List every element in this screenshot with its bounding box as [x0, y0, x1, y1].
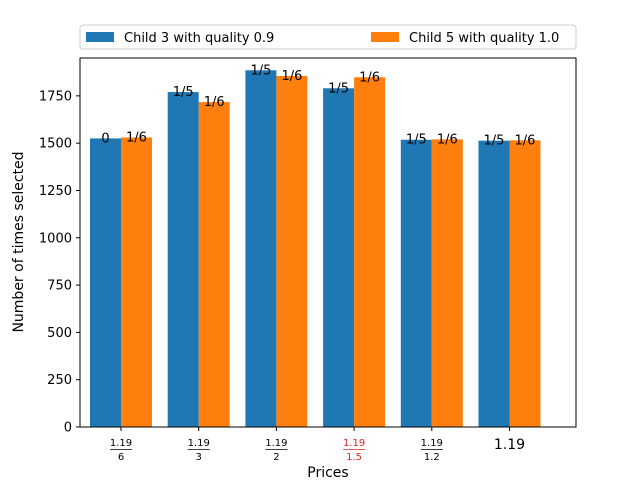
bars-layer: [90, 70, 541, 428]
y-tick-label: 1750: [39, 89, 72, 104]
bar-label-series-1-category-3: 1/5: [250, 63, 271, 78]
legend-label-series-1: Child 3 with quality 0.9: [124, 31, 274, 46]
y-axis-title: Number of times selected: [11, 151, 27, 332]
plot-frame: [79, 57, 577, 428]
x-tick-label-fraction: 1.19 1.5: [343, 438, 365, 463]
bar-label-series-2-category-3: 1/6: [281, 69, 302, 84]
y-axis: 0 250 500 750 1000 1250 1500 1750: [39, 89, 80, 436]
x-tick-label-fraction: 1.19 1.2: [421, 438, 443, 463]
x-tick-numerator: 1.19: [265, 438, 287, 449]
x-tick-denominator: 2: [273, 452, 279, 463]
bar-series-1-category-6: [478, 140, 510, 427]
bar-series-2-category-6: [509, 140, 541, 428]
y-tick-label: 1000: [39, 231, 72, 246]
x-tick-denominator: 1.5: [346, 452, 362, 463]
bar-series-2-category-5: [431, 139, 463, 427]
bar-label-series-1-category-4: 1/5: [328, 81, 349, 96]
y-tick-label: 250: [47, 373, 72, 388]
bar-label-series-1-category-5: 1/5: [406, 133, 427, 148]
x-tick-denominator: 1.2: [424, 452, 440, 463]
bar-series-2-category-1: [121, 137, 152, 427]
x-tick-denominator: 3: [196, 452, 202, 463]
legend-label-series-2: Child 5 with quality 1.0: [409, 31, 559, 46]
y-tick-label: 1250: [39, 184, 72, 199]
y-tick-label: 750: [47, 279, 72, 294]
y-tick-label: 500: [47, 326, 72, 341]
x-tick-numerator: 1.19: [421, 438, 443, 449]
x-tick-numerator: 1.19: [110, 438, 132, 449]
x-tick-label-fraction: 1.19 2: [265, 438, 287, 463]
x-tick-numerator: 1.19: [343, 438, 365, 449]
bar-series-2-category-3: [276, 75, 308, 427]
x-tick-label-fraction: 1.19 3: [188, 438, 210, 463]
x-tick-label: 1.19: [494, 437, 525, 453]
bar-label-series-1-category-6: 1/5: [484, 134, 505, 149]
bar-series-1-category-4: [323, 88, 355, 428]
bar-label-series-2-category-6: 1/6: [515, 133, 536, 148]
bar-series-1-category-2: [167, 92, 199, 428]
bar-series-2-category-4: [354, 77, 386, 427]
bar-series-2-category-2: [198, 102, 230, 428]
legend: Child 3 with quality 0.9 Child 5 with qu…: [79, 24, 577, 50]
x-tick-denominator: 6: [118, 452, 124, 463]
bar-label-series-1-category-1: 0: [101, 131, 109, 146]
bar-series-1-category-1: [90, 138, 121, 427]
x-axis-title: Prices: [307, 465, 348, 480]
bar-series-1-category-3: [245, 70, 277, 428]
y-tick-label: 1500: [39, 137, 72, 152]
bar-label-series-2-category-2: 1/6: [204, 95, 225, 110]
y-tick-label: 0: [64, 421, 72, 436]
x-tick-label-fraction: 1.19 6: [110, 438, 132, 463]
x-tick-numerator: 1.19: [188, 438, 210, 449]
bar-label-series-1-category-2: 1/5: [173, 85, 194, 100]
bar-series-1-category-5: [400, 139, 432, 428]
legend-swatch-series-1: [86, 32, 114, 42]
legend-swatch-series-2: [371, 32, 399, 42]
bar-labels-layer: 0 1/5 1/5 1/5 1/5 1/5 1/6 1/6 1/6 1/6 1/6 1/6: [101, 63, 535, 148]
legend-frame: [79, 24, 577, 50]
bar-label-series-2-category-1: 1/6: [126, 130, 147, 145]
bar-label-series-2-category-5: 1/6: [437, 132, 458, 147]
bar-label-series-2-category-4: 1/6: [359, 70, 380, 85]
x-axis: 1.19 6 1.19 3 1.19 2 1.19 1.5 1.19 1.2 1.19: [110, 427, 525, 463]
